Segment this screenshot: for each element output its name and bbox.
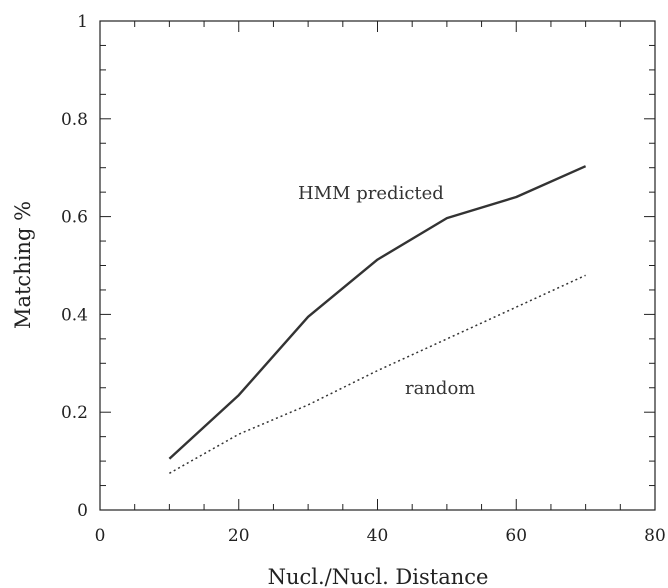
y-tick-label: 0.6: [61, 208, 88, 228]
annotation-hmm-predicted: HMM predicted: [298, 183, 444, 204]
series-layer: [168, 165, 587, 474]
y-tick-label: 0: [77, 501, 88, 521]
plot-frame: [99, 20, 656, 511]
y-tick-label: 1: [77, 12, 88, 32]
y-tick-label: 0.4: [61, 305, 88, 325]
x-tick-label: 60: [505, 526, 527, 546]
y-axis-title: Matching %: [11, 201, 35, 329]
y-tick-label: 0.8: [61, 110, 88, 130]
annotation-random: random: [405, 378, 475, 399]
series-line-hmm-predicted: [168, 165, 587, 460]
x-axis-title: Nucl./Nucl. Distance: [268, 565, 489, 588]
x-tick-label: 0: [95, 526, 106, 546]
x-tick-label: 20: [228, 526, 250, 546]
series-line-random: [169, 274, 586, 474]
x-tick-label: 80: [644, 526, 666, 546]
tick-labels: 0 20 40 60 80 0 0.2 0.4 0.6 0.8 1: [61, 12, 666, 546]
x-tick-label: 40: [367, 526, 389, 546]
y-tick-label: 0.2: [61, 403, 88, 423]
ticks: [99, 20, 656, 511]
